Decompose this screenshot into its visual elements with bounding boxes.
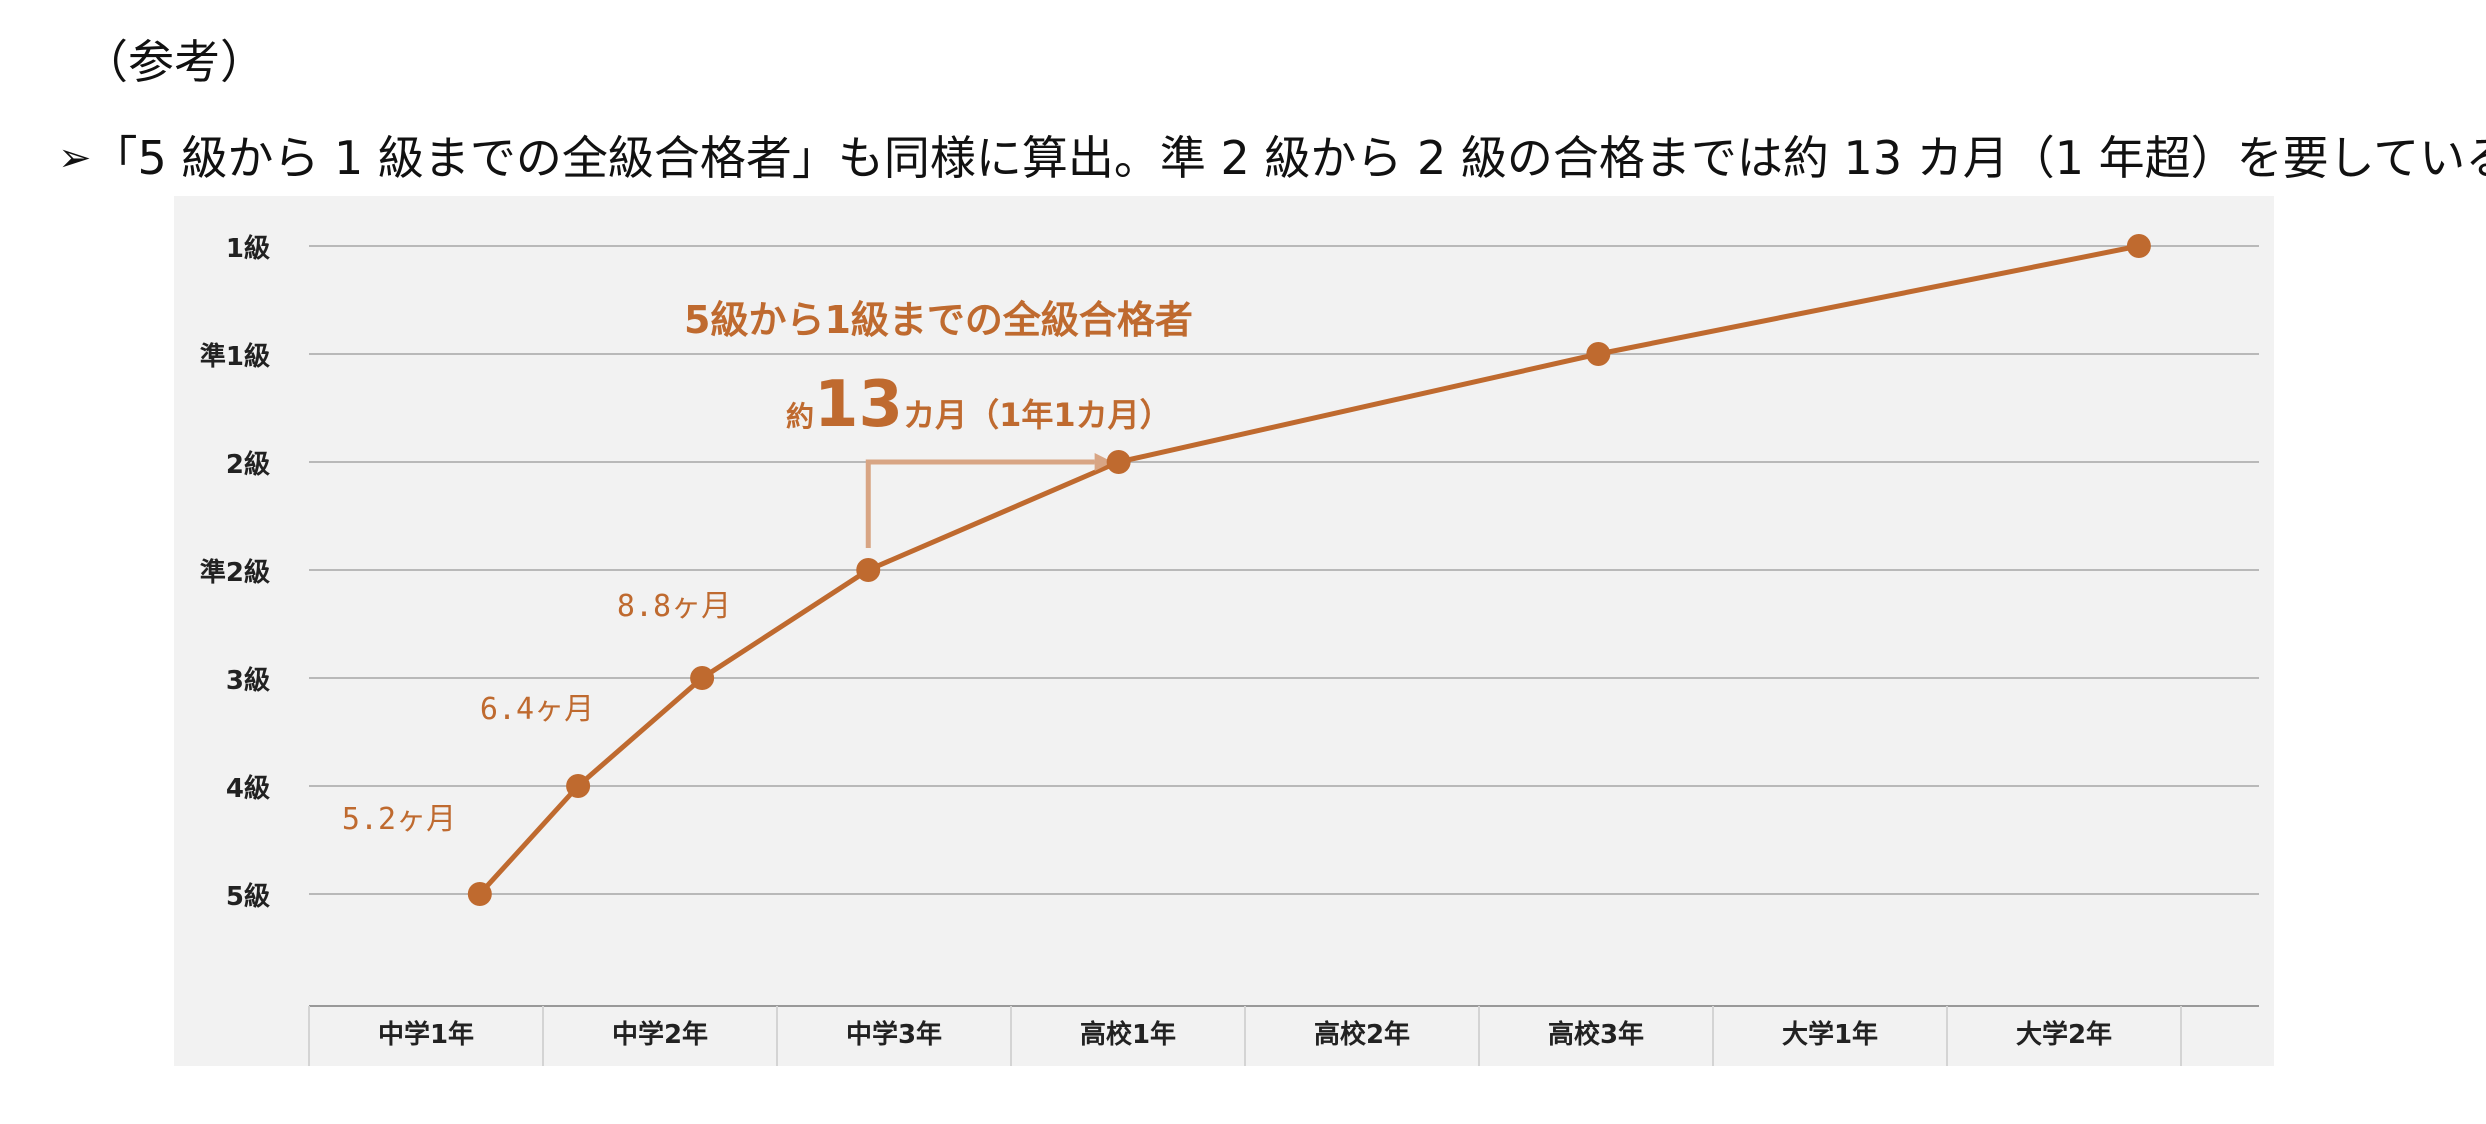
- highlighted-interval-prefix: 約: [786, 400, 814, 433]
- data-point: [1586, 342, 1611, 366]
- data-point: [2126, 234, 2151, 258]
- interval-label: 6.4ヶ月: [480, 692, 594, 727]
- summary-text: 「5 級から 1 級までの全級合格者」も同様に算出。準 2 級から 2 級の合格…: [91, 131, 2486, 185]
- y-tick-label: 1級: [226, 233, 270, 264]
- data-point: [467, 882, 492, 906]
- data-point: [690, 666, 715, 690]
- y-tick-label: 3級: [226, 665, 270, 696]
- x-tick-label: 中学3年: [846, 1019, 942, 1050]
- highlighted-interval-label: 約13カ月（1年1カ月）: [786, 368, 1172, 442]
- reference-label: （参考）: [82, 35, 266, 89]
- interval-label: 8.8ヶ月: [617, 589, 731, 624]
- chart-title: 5級から1級までの全級合格者: [684, 298, 1193, 342]
- x-tick-label: 中学1年: [378, 1019, 474, 1050]
- chart-panel: 5級 4級 3級 準2級 2級 準1級 1級中学1年 中学2年 中学3年 高校1年 高校2年 高校3年…: [174, 196, 2274, 1066]
- y-tick-label: 準1級: [200, 341, 270, 372]
- y-tick-label: 2級: [226, 449, 270, 480]
- y-tick-label: 5級: [226, 881, 270, 912]
- x-tick-label: 高校1年: [1080, 1019, 1176, 1050]
- highlighted-interval-value: 13: [814, 368, 903, 442]
- x-tick-label: 高校2年: [1314, 1019, 1410, 1050]
- data-point: [566, 774, 591, 798]
- x-tick-label: 大学1年: [1782, 1019, 1878, 1050]
- interval-bracket-line: [865, 459, 1095, 548]
- x-tick-label: 大学2年: [2016, 1019, 2112, 1050]
- interval-arrowhead-icon: [1094, 453, 1113, 471]
- x-tick-label: 高校3年: [1548, 1019, 1644, 1050]
- arrowhead-bullet-icon: ➢: [58, 135, 92, 181]
- y-tick-label: 4級: [226, 773, 270, 804]
- data-point: [856, 558, 881, 582]
- x-tick-label: 中学2年: [612, 1019, 708, 1050]
- summary-line: ➢ 「5 級から 1 級までの全級合格者」も同様に算出。準 2 級から 2 級の…: [58, 122, 2486, 194]
- interval-label: 5.2ヶ月: [342, 802, 456, 837]
- data-point: [1106, 450, 1131, 474]
- highlighted-interval-suffix: カ月（1年1カ月）: [903, 396, 1172, 434]
- y-tick-label: 準2級: [200, 557, 270, 588]
